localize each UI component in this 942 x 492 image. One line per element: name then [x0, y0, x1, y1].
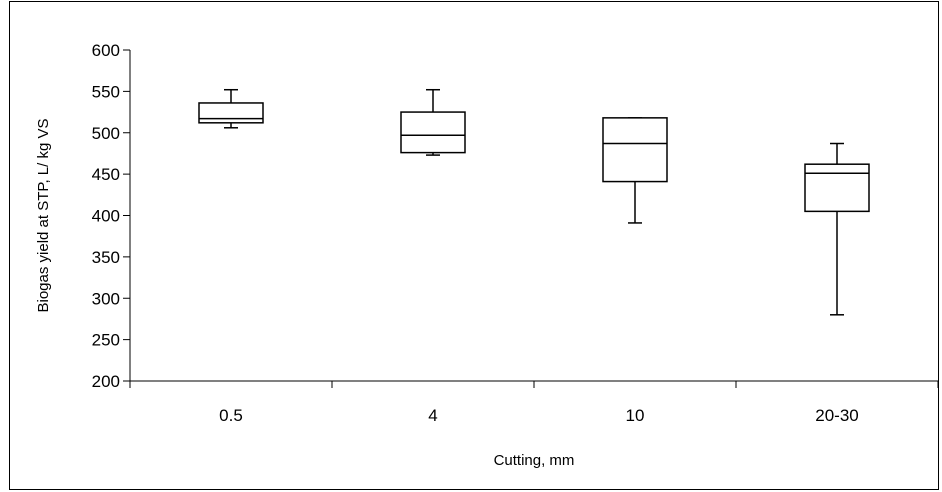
y-tick-label: 300: [92, 289, 120, 308]
x-tick-label: 4: [428, 406, 437, 425]
iqr-box: [603, 118, 667, 182]
y-tick-label: 450: [92, 165, 120, 184]
y-tick-label: 400: [92, 207, 120, 226]
y-tick-label: 600: [92, 41, 120, 60]
iqr-box: [401, 112, 465, 153]
x-tick-label: 10: [626, 406, 645, 425]
y-tick-label: 200: [92, 372, 120, 391]
box-4: [401, 90, 465, 155]
x-tick-label: 0.5: [219, 406, 243, 425]
x-axis-title: Cutting, mm: [494, 452, 575, 469]
iqr-box: [199, 103, 263, 123]
x-ticks: 0.5 4 10 20-30: [130, 381, 938, 425]
y-axis-title: Biogas yield at STP, L/ kg VS: [35, 119, 52, 313]
y-ticks: 200 250 300 350 400 450 500 550 600: [92, 41, 130, 391]
y-tick-label: 350: [92, 248, 120, 267]
box-10: [603, 118, 667, 223]
iqr-box: [805, 164, 869, 211]
box-0.5: [199, 90, 263, 128]
x-tick-label: 20-30: [815, 406, 858, 425]
y-tick-label: 500: [92, 124, 120, 143]
y-tick-label: 250: [92, 331, 120, 350]
boxes: [199, 90, 869, 315]
box-20-30: [805, 144, 869, 315]
y-tick-label: 550: [92, 82, 120, 101]
chart-frame: 200 250 300 350 400 450 500 550 600 0.5 4 10 20-30 …: [9, 1, 939, 490]
